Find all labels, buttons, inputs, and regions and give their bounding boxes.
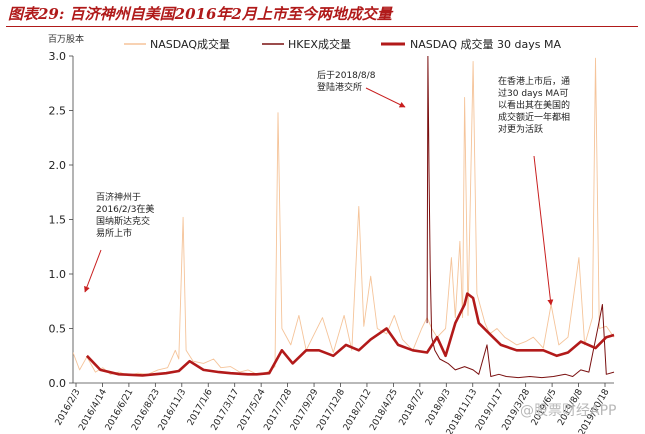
y-tick-label: 2.0	[49, 159, 67, 172]
x-tick-label: 2017/1/6	[186, 387, 215, 427]
watermark: @股票财经APP	[520, 403, 617, 419]
series-nasdaq-30day-ma	[85, 292, 615, 377]
legend-label-nasdaq: NASDAQ成交量	[150, 37, 230, 51]
legend-label-hkex: HKEX成交量	[288, 37, 351, 51]
annotation-listing-line: 2016/2/3在美	[96, 203, 154, 215]
series-nasdaq-volume	[73, 57, 615, 376]
annotation-hk-line: 登陆港交所	[317, 81, 362, 93]
title-rule	[6, 26, 638, 27]
annotation-hk-line: 后于2018/8/8	[317, 70, 376, 81]
y-tick-label: 0.0	[49, 377, 67, 390]
y-tick-label: 1.0	[49, 268, 67, 281]
annotation-listing-line: 国纳斯达克交	[96, 215, 150, 227]
y-tick-label: 2.5	[49, 105, 67, 118]
annotation-after-hk-arrow	[533, 155, 554, 306]
annotation-after-hk-line: 以看出其在美国的	[498, 99, 570, 111]
annotation-after-hk-line: 过30 days MA可	[498, 87, 568, 99]
y-axis-label: 百万股本	[48, 33, 84, 45]
annotation-after-hk-line: 成交额近一年都相	[498, 111, 570, 123]
legend: NASDAQ成交量 HKEX成交量 NASDAQ 成交量 30 days MA	[124, 37, 561, 51]
legend-item-nasdaq: NASDAQ成交量	[124, 37, 230, 51]
legend-item-ma: NASDAQ 成交量 30 days MA	[381, 37, 561, 51]
annotation-listing: 百济神州于 2016/2/3在美 国纳斯达克交 易所上市	[84, 191, 154, 293]
annotation-after-hk: 在香港上市后，通 过30 days MA可 以看出其在美国的 成交额近一年都相 …	[498, 75, 570, 306]
annotation-hk-arrow	[365, 87, 406, 108]
x-tick-label: 2016/11/3	[157, 388, 189, 433]
y-tick-label: 1.5	[49, 214, 67, 227]
legend-label-ma: NASDAQ 成交量 30 days MA	[410, 37, 561, 51]
annotation-after-hk-line: 在香港上市后，通	[498, 75, 570, 87]
x-tick-label: 2018/4/25	[368, 388, 400, 433]
legend-item-hkex: HKEX成交量	[262, 37, 351, 51]
chart-title: 图表29: 百济神州自美国2016年2月上市至今两地成交量	[8, 5, 392, 23]
annotation-listing-arrow	[84, 249, 102, 293]
series-layer	[73, 56, 615, 379]
y-axis: 0.0 0.5 1.0 1.5 2.0 2.5 3.0	[49, 50, 73, 390]
annotation-hk-listing: 后于2018/8/8 登陆港交所	[317, 70, 406, 108]
x-tick-label: 2016/2/3	[54, 388, 83, 428]
annotation-after-hk-line: 对更为活跃	[498, 123, 543, 135]
annotation-listing-line: 易所上市	[96, 227, 132, 239]
annotation-listing-line: 百济神州于	[96, 191, 141, 203]
x-tick-label: 2018/9/3	[424, 388, 453, 428]
y-tick-label: 0.5	[49, 323, 67, 336]
y-tick-label: 3.0	[49, 50, 67, 63]
x-tick-label: 2018/7/2	[398, 388, 427, 428]
